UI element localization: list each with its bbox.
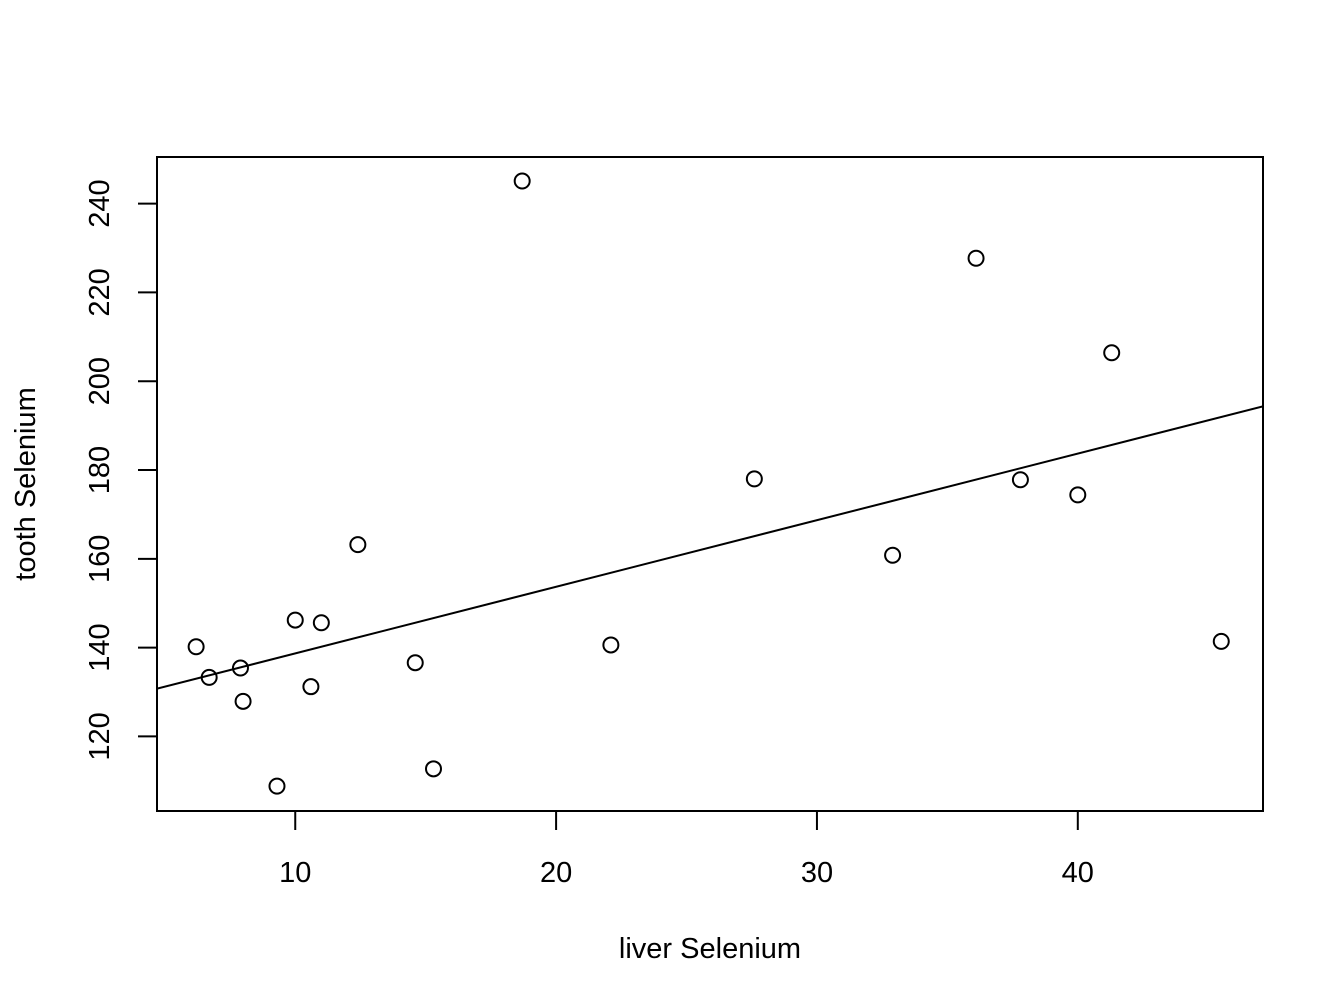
y-tick-label: 240: [84, 179, 116, 227]
y-axis-title: tooth Selenium: [10, 387, 42, 580]
data-points: [187, 172, 1230, 795]
plot-frame: [156, 156, 1264, 812]
data-point: [967, 249, 985, 267]
x-tick-label: 30: [801, 857, 833, 889]
data-point: [884, 546, 902, 564]
data-point: [234, 692, 252, 710]
regression-line: [157, 405, 1263, 690]
data-point: [187, 638, 205, 656]
x-axis-title: liver Selenium: [619, 933, 801, 965]
data-point: [200, 668, 218, 686]
y-tick-label: 180: [84, 446, 116, 494]
x-tick-label: 40: [1062, 857, 1094, 889]
data-point: [406, 654, 424, 672]
y-tick-label: 200: [84, 357, 116, 405]
y-axis: 120 140 160 180 200 220 240: [84, 179, 158, 761]
data-point: [1069, 486, 1087, 504]
data-point: [286, 611, 304, 629]
x-tick-label: 10: [279, 857, 311, 889]
data-point: [231, 659, 249, 677]
x-tick-label: 20: [540, 857, 572, 889]
data-point: [513, 172, 531, 190]
x-axis: 10 20 30 40: [279, 810, 1094, 889]
data-point: [349, 536, 367, 554]
data-point: [602, 636, 620, 654]
data-point: [1011, 471, 1029, 489]
data-point: [1103, 344, 1121, 362]
data-point: [745, 470, 763, 488]
y-tick-label: 140: [84, 623, 116, 671]
data-point: [268, 777, 286, 795]
y-tick-label: 160: [84, 535, 116, 583]
data-point: [1212, 632, 1230, 650]
data-point: [425, 760, 442, 778]
regression-line-layer: [157, 405, 1263, 690]
data-point: [302, 678, 320, 696]
y-tick-label: 220: [84, 268, 116, 316]
y-tick-label: 120: [84, 712, 116, 760]
data-point: [312, 614, 330, 632]
